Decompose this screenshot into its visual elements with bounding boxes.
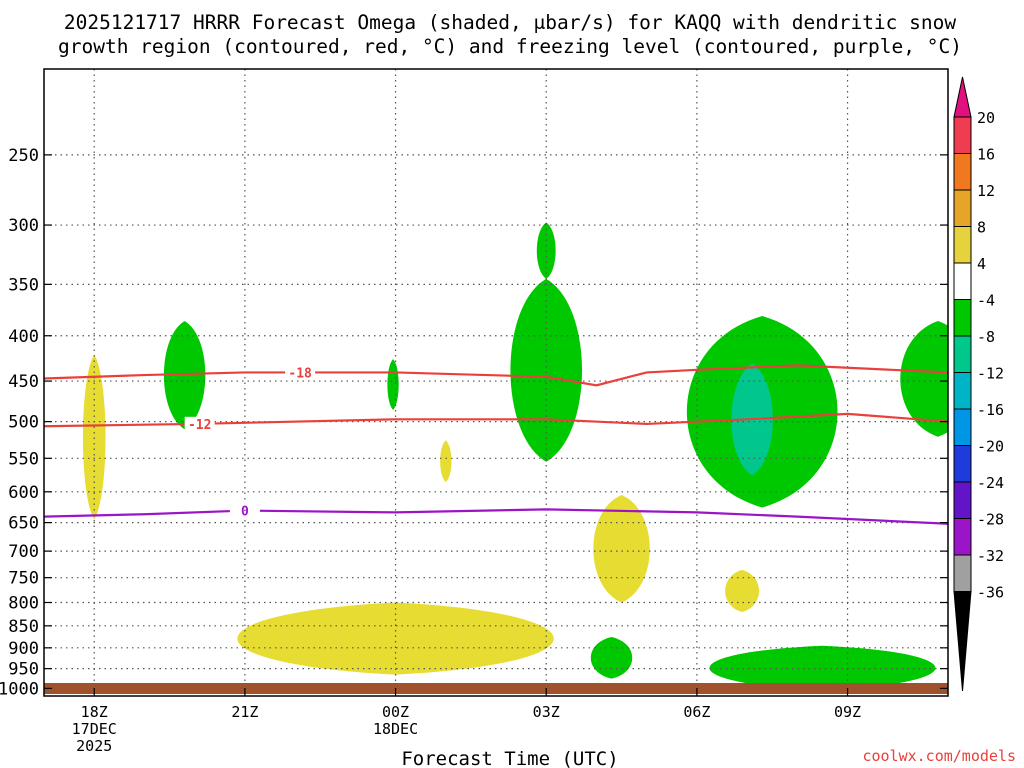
isotherm-label-bg <box>285 365 316 380</box>
colorbar-swatch <box>953 518 972 556</box>
x-tick-year: 2025 <box>76 737 112 755</box>
omega-shading <box>82 222 948 691</box>
colorbar-swatch <box>953 299 972 337</box>
colorbar-label: -28 <box>977 511 1004 529</box>
colorbar-label: -12 <box>977 365 1004 383</box>
colorbar-top-arrow <box>953 76 972 118</box>
colorbar-bottom-arrow <box>953 591 972 692</box>
colorbar-swatch <box>953 372 972 410</box>
descent-region <box>593 494 650 603</box>
isotherm-label: -18 <box>288 366 312 381</box>
y-tick-label: 500 <box>8 413 39 433</box>
colorbar-swatch <box>953 189 972 227</box>
y-axis: 2503003504004505005506006507007508008509… <box>0 146 948 699</box>
y-tick-label: 1000 <box>0 679 39 699</box>
colorbar-label: -4 <box>977 292 995 310</box>
colorbar-label: -24 <box>977 474 1004 492</box>
x-tick-label: 21Z <box>231 703 258 721</box>
ascent-region <box>510 278 583 462</box>
y-tick-label: 450 <box>8 372 39 392</box>
y-tick-label: 400 <box>8 327 39 347</box>
y-tick-label: 900 <box>8 639 39 659</box>
y-tick-label: 350 <box>8 275 39 295</box>
isotherm-label-bg <box>229 503 260 518</box>
colorbar-swatch <box>953 335 972 373</box>
colorbar-swatch <box>953 153 972 191</box>
isotherm-line <box>44 508 948 525</box>
ascent-region <box>163 321 206 430</box>
x-tick-label: 18Z <box>81 703 108 721</box>
y-tick-label: 600 <box>8 483 39 503</box>
terrain-bar <box>44 683 948 694</box>
x-axis-label: Forecast Time (UTC) <box>401 748 618 768</box>
x-tick-label: 06Z <box>683 703 710 721</box>
colorbar-label: -16 <box>977 401 1004 419</box>
y-tick-label: 550 <box>8 449 39 469</box>
x-tick-label: 03Z <box>533 703 560 721</box>
temperature-contours: -18 -12 0 <box>44 364 948 525</box>
descent-region <box>440 440 452 483</box>
credit-text: coolwx.com/models <box>862 747 1016 765</box>
x-tick-date: 18DEC <box>373 720 418 738</box>
plot-frame <box>43 68 949 697</box>
isotherm-line <box>44 412 948 428</box>
y-tick-label: 750 <box>8 569 39 589</box>
colorbar-label: 8 <box>977 219 986 237</box>
y-tick-label: 800 <box>8 594 39 614</box>
colorbar-label: -32 <box>977 547 1004 565</box>
isotherm-label-bg <box>184 416 215 431</box>
colorbar-label: -20 <box>977 438 1004 456</box>
plot-area: -18 -12 0 250 300 350 400 450 500 550 600 650 700 75… <box>0 68 949 755</box>
y-tick-label: 700 <box>8 542 39 562</box>
isotherm-line <box>44 364 948 387</box>
ascent-region <box>387 359 399 410</box>
x-tick-label: 00Z <box>382 703 409 721</box>
colorbar-swatch <box>953 554 972 592</box>
colorbar-label: 16 <box>977 146 995 164</box>
colorbar: 20 16 12 8 4 -4 -8 -12 -16 -20 -24 -28 -32 -36 <box>953 76 1004 692</box>
ascent-region <box>709 645 936 691</box>
ascent-region <box>590 636 633 679</box>
colorbar-swatch <box>953 262 972 300</box>
colorbar-swatch <box>953 408 972 446</box>
descent-region <box>725 569 760 613</box>
colorbar-label: -36 <box>977 584 1004 602</box>
isotherm-label: 0 <box>241 505 249 520</box>
chart-title-line1: 2025121717 HRRR Forecast Omega (shaded, … <box>64 11 956 34</box>
y-tick-label: 650 <box>8 514 39 534</box>
isotherm-label: -12 <box>188 418 211 433</box>
colorbar-label: 20 <box>977 109 995 127</box>
colorbar-swatch <box>953 481 972 519</box>
y-tick-label: 300 <box>8 216 39 236</box>
colorbar-label: 4 <box>977 255 986 273</box>
y-tick-label: 250 <box>8 146 39 166</box>
y-tick-label: 950 <box>8 660 39 680</box>
descent-region <box>237 602 554 675</box>
y-tick-label: 850 <box>8 617 39 637</box>
colorbar-label: -8 <box>977 328 995 346</box>
x-tick-label: 09Z <box>834 703 861 721</box>
chart-title-line2: growth region (contoured, red, °C) and f… <box>58 35 962 58</box>
colorbar-label: 12 <box>977 182 995 200</box>
colorbar-swatch <box>953 226 972 264</box>
colorbar-swatch <box>953 116 972 154</box>
colorbar-swatch <box>953 445 972 483</box>
descent-region <box>82 354 106 520</box>
ascent-region <box>900 321 948 437</box>
x-tick-date: 17DEC <box>72 720 117 738</box>
